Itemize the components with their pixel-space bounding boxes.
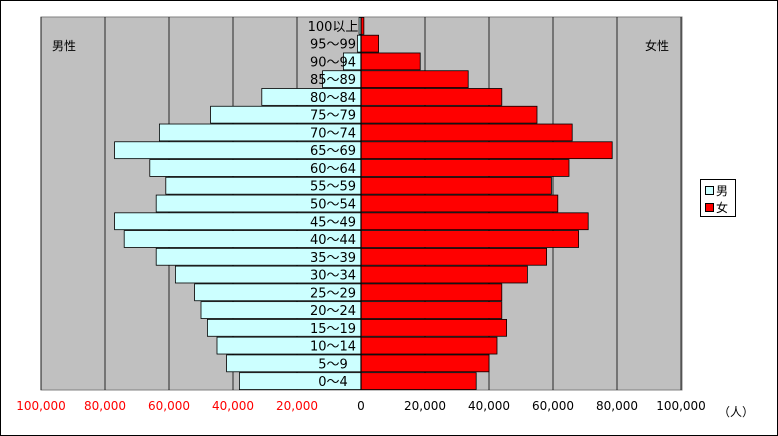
female-bar xyxy=(360,265,528,284)
legend-label-female: 女 xyxy=(716,201,729,215)
female-bar xyxy=(360,34,380,53)
legend: 男 女 xyxy=(700,179,736,217)
female-bar xyxy=(360,141,613,160)
female-bar xyxy=(360,301,503,319)
male-side-label: 男性 xyxy=(52,39,77,53)
age-group-label: 15～19 xyxy=(310,322,356,337)
x-tick-label-right: 80,000 xyxy=(596,399,638,413)
x-tick-label-left: 20,000 xyxy=(276,399,318,413)
age-group-label: 5～9 xyxy=(318,357,348,372)
female-bar xyxy=(360,212,589,231)
age-group-label: 20～24 xyxy=(310,304,356,319)
age-group-label: 100以上 xyxy=(308,20,359,35)
age-group-label: 70～74 xyxy=(310,126,356,141)
age-group-label: 80～84 xyxy=(310,91,356,106)
age-group-label: 60～64 xyxy=(310,162,356,177)
legend-item-male: 男 xyxy=(705,182,728,199)
age-group-label: 65～69 xyxy=(310,144,356,159)
x-tick-label-right: 60,000 xyxy=(532,399,574,413)
female-bar xyxy=(360,194,559,213)
age-group-label: 10～14 xyxy=(310,340,356,355)
age-group-label: 40～44 xyxy=(310,233,356,248)
age-group-label: 0～4 xyxy=(318,375,348,390)
female-bar xyxy=(360,372,477,390)
age-group-label: 85～89 xyxy=(310,73,356,88)
age-group-label: 75～79 xyxy=(310,109,356,124)
female-bar xyxy=(360,247,548,266)
x-tick-label-left: 80,000 xyxy=(84,399,126,413)
age-group-label: 30～34 xyxy=(310,269,356,284)
female-bar xyxy=(360,70,469,89)
female-bar xyxy=(360,159,570,177)
female-side-label: 女性 xyxy=(645,39,670,53)
age-group-label: 95～99 xyxy=(310,38,356,53)
legend-swatch-male xyxy=(705,186,714,195)
x-tick-label-left: 60,000 xyxy=(148,399,190,413)
age-group-label: 35～39 xyxy=(310,251,356,266)
legend-swatch-female xyxy=(705,203,714,212)
age-group-label: 50～54 xyxy=(310,198,356,213)
female-bar xyxy=(360,123,573,142)
x-tick-label-left: 40,000 xyxy=(212,399,254,413)
age-group-label: 45～49 xyxy=(310,215,356,230)
x-tick-label-right: 40,000 xyxy=(468,399,510,413)
x-tick-label-right: 100,000 xyxy=(656,399,706,413)
female-bar xyxy=(360,283,503,302)
x-tick-label-right: 20,000 xyxy=(404,399,446,413)
age-group-label: 55～59 xyxy=(310,180,356,195)
female-bar xyxy=(360,230,580,248)
female-bar xyxy=(360,52,421,71)
female-bar xyxy=(360,176,552,195)
female-bar xyxy=(360,336,498,355)
x-tick-label-right: 0 xyxy=(357,399,365,413)
x-tick-label-left: 100,000 xyxy=(16,399,66,413)
female-bar xyxy=(360,105,538,124)
age-group-label: 90～94 xyxy=(310,55,356,70)
legend-label-male: 男 xyxy=(716,184,729,198)
age-group-label: 25～29 xyxy=(310,286,356,301)
female-bar xyxy=(360,318,508,337)
unit-label: （人） xyxy=(718,405,755,419)
legend-item-female: 女 xyxy=(705,199,728,216)
female-bar xyxy=(360,354,490,373)
female-bar xyxy=(360,88,503,106)
